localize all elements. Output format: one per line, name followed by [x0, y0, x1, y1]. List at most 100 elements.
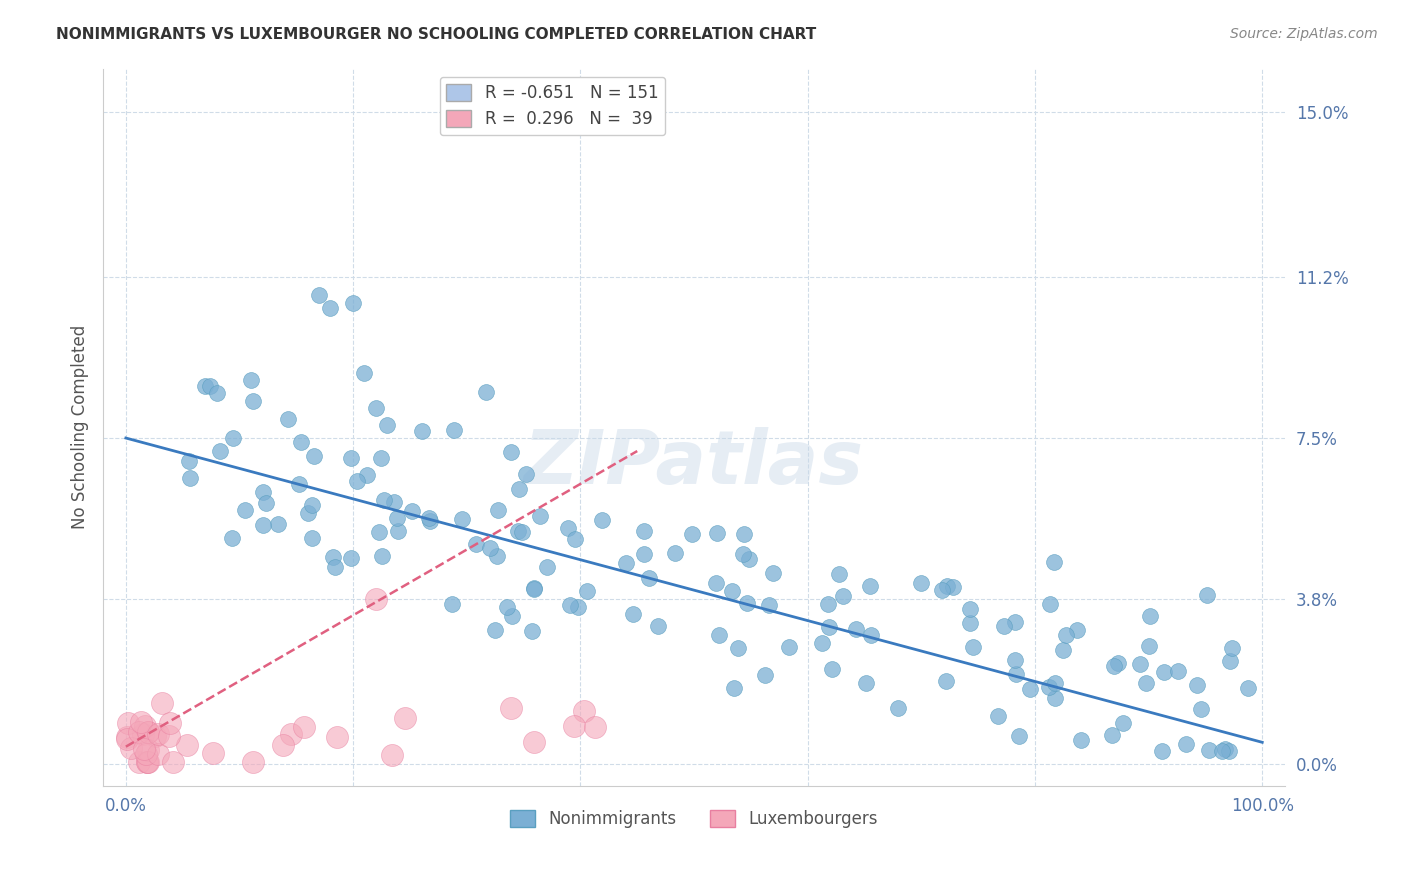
- Point: [762, 566, 785, 580]
- Point: [128, 755, 150, 769]
- Point: [240, 373, 263, 387]
- Point: [1039, 597, 1062, 611]
- Point: [297, 507, 319, 521]
- Point: [208, 444, 231, 458]
- Point: [510, 524, 533, 539]
- Point: [157, 729, 180, 743]
- Point: [621, 607, 644, 622]
- Point: [633, 547, 655, 561]
- Point: [1195, 588, 1218, 602]
- Point: [418, 511, 440, 525]
- Point: [486, 549, 509, 564]
- Point: [132, 727, 155, 741]
- Point: [1152, 744, 1174, 758]
- Point: [290, 434, 312, 449]
- Point: [146, 727, 169, 741]
- Point: [356, 468, 378, 483]
- Point: [381, 748, 404, 763]
- Point: [936, 579, 959, 593]
- Point: [731, 547, 754, 561]
- Point: [1008, 729, 1031, 743]
- Point: [368, 524, 391, 539]
- Point: [614, 556, 637, 570]
- Point: [508, 524, 530, 538]
- Point: [323, 560, 346, 574]
- Point: [152, 697, 174, 711]
- Point: [778, 640, 800, 654]
- Point: [277, 412, 299, 426]
- Point: [146, 747, 169, 761]
- Point: [910, 576, 932, 591]
- Point: [1211, 744, 1233, 758]
- Point: [308, 287, 330, 301]
- Point: [1185, 678, 1208, 692]
- Point: [931, 583, 953, 598]
- Point: [177, 454, 200, 468]
- Point: [120, 741, 142, 756]
- Point: [720, 584, 742, 599]
- Point: [1107, 657, 1129, 671]
- Point: [564, 532, 586, 546]
- Point: [817, 597, 839, 611]
- Point: [443, 423, 465, 437]
- Text: ZIPatlas: ZIPatlas: [524, 426, 865, 500]
- Point: [887, 701, 910, 715]
- Point: [591, 513, 613, 527]
- Point: [401, 503, 423, 517]
- Point: [859, 628, 882, 642]
- Point: [574, 704, 596, 718]
- Point: [440, 597, 463, 611]
- Point: [758, 599, 780, 613]
- Point: [942, 580, 965, 594]
- Point: [1043, 555, 1066, 569]
- Point: [959, 602, 981, 616]
- Point: [136, 725, 159, 739]
- Point: [342, 296, 364, 310]
- Point: [682, 527, 704, 541]
- Point: [638, 571, 661, 585]
- Point: [280, 727, 302, 741]
- Point: [1101, 728, 1123, 742]
- Point: [252, 485, 274, 500]
- Point: [733, 527, 755, 541]
- Point: [370, 451, 392, 466]
- Point: [364, 591, 387, 606]
- Point: [818, 620, 841, 634]
- Point: [364, 401, 387, 415]
- Point: [143, 729, 166, 743]
- Point: [827, 567, 849, 582]
- Point: [735, 596, 758, 610]
- Point: [1213, 742, 1236, 756]
- Point: [205, 385, 228, 400]
- Point: [567, 599, 589, 614]
- Point: [557, 521, 579, 535]
- Point: [340, 451, 363, 466]
- Text: Source: ZipAtlas.com: Source: ZipAtlas.com: [1230, 27, 1378, 41]
- Point: [523, 581, 546, 595]
- Point: [159, 716, 181, 731]
- Point: [387, 511, 409, 525]
- Point: [496, 599, 519, 614]
- Point: [529, 509, 551, 524]
- Point: [135, 747, 157, 762]
- Point: [222, 431, 245, 445]
- Point: [254, 496, 277, 510]
- Point: [484, 624, 506, 638]
- Point: [935, 674, 957, 689]
- Point: [738, 552, 761, 566]
- Point: [959, 616, 981, 631]
- Point: [1045, 690, 1067, 705]
- Point: [706, 525, 728, 540]
- Point: [1004, 653, 1026, 667]
- Point: [576, 584, 599, 599]
- Point: [1070, 732, 1092, 747]
- Point: [1052, 643, 1074, 657]
- Point: [1137, 639, 1160, 653]
- Point: [704, 575, 727, 590]
- Point: [709, 628, 731, 642]
- Point: [115, 732, 138, 747]
- Point: [325, 731, 347, 745]
- Point: [301, 531, 323, 545]
- Point: [136, 755, 159, 769]
- Point: [727, 641, 749, 656]
